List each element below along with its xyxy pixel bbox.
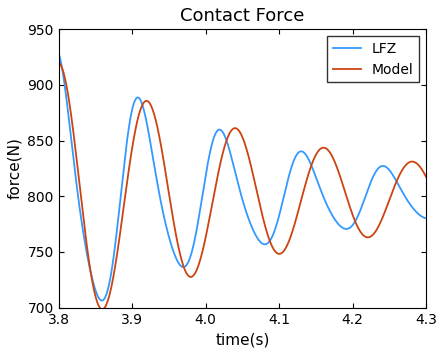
LFZ (56, 52, 61, 56)
Model (330, 156, 336, 160)
LFZ (295, 151, 301, 155)
Legend: LFZ, Model: LFZ, Model (327, 36, 419, 82)
Line: LFZ: LFZ (59, 54, 426, 301)
Model (358, 230, 364, 234)
Model (197, 261, 202, 266)
Model (424, 175, 429, 179)
LFZ (330, 214, 336, 218)
LFZ (99, 298, 104, 303)
Line: Model: Model (59, 63, 426, 309)
Title: Contact Force: Contact Force (180, 7, 305, 25)
Model (277, 252, 282, 256)
LFZ (277, 213, 282, 218)
LFZ (123, 150, 128, 155)
Model (56, 61, 61, 65)
Model (295, 211, 301, 215)
Y-axis label: force(N): force(N) (7, 137, 22, 199)
Model (99, 307, 105, 312)
LFZ (424, 216, 429, 221)
Model (123, 191, 128, 195)
LFZ (197, 213, 202, 217)
LFZ (358, 207, 364, 211)
X-axis label: time(s): time(s) (215, 332, 270, 347)
